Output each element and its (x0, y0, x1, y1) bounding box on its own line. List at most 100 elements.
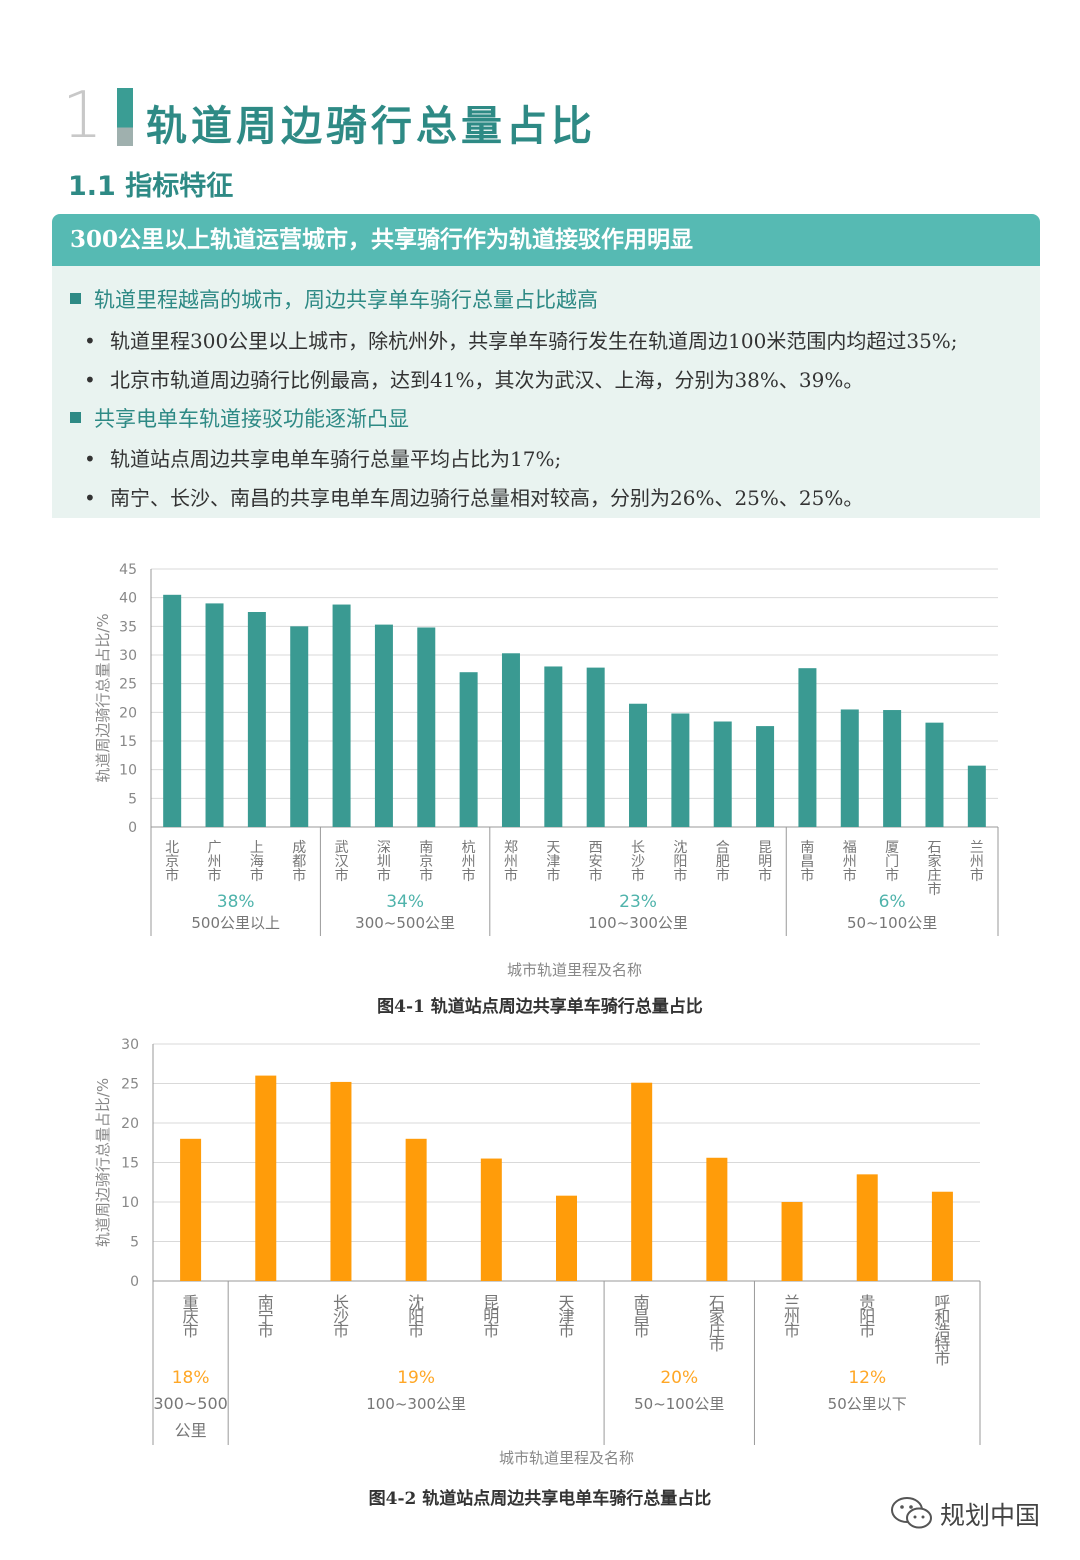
findings-box: 轨道里程越高的城市，周边共享单车骑行总量占比越高 • 轨道里程300公里以上城市，… (52, 266, 1040, 518)
chart1-bar (967, 765, 986, 827)
chart2-bar (931, 1191, 953, 1281)
chart2-group-label: 50~100公里 (634, 1395, 724, 1413)
chart1-bar (925, 722, 944, 827)
chart1-bar (840, 709, 859, 827)
finding-bullet-2: • 北京市轨道周边骑行比例最高，达到41%，其次为武汉、上海，分别为38%、39%… (84, 368, 864, 392)
chart1-category-label: 合肥市 (716, 840, 730, 884)
chart2-category-label: 呼和浩特市 (934, 1293, 950, 1368)
chart1-bar (459, 672, 478, 827)
chart2-bar (556, 1195, 577, 1281)
chart2-bar (706, 1157, 728, 1281)
chart2-category-label: 石家庄市 (709, 1293, 725, 1354)
chart1-group-label: 100~300公里 (588, 914, 688, 932)
chart1-bar (883, 710, 902, 827)
chart1-bar (247, 612, 266, 827)
chart1-y-tick: 10 (119, 763, 137, 779)
chart2-bar (631, 1082, 653, 1281)
section-subtitle: 1.1 指标特征 (68, 171, 234, 202)
chart2-y-tick: 30 (121, 1037, 139, 1053)
chart2-group-label: 300~500 公里 (153, 1394, 227, 1440)
chart1-group-label: 500公里以上 (191, 914, 280, 932)
watermark: 规划中国 (888, 1492, 1068, 1532)
chart1-y-axis-title: 轨道周边骑行总量占比/% (94, 613, 112, 782)
chart1-bar (756, 726, 775, 827)
square-bullet-icon (70, 412, 81, 423)
chart2-bar (330, 1081, 352, 1281)
finding-bullet-1: • 轨道里程300公里以上城市，除杭州外，共享单车骑行发生在轨道周边100米范围内… (84, 329, 958, 353)
chart1-y-tick: 45 (119, 562, 137, 578)
chart2-bar (180, 1138, 202, 1281)
chart1-bar (290, 626, 309, 827)
chart1-y-tick: 15 (119, 734, 137, 750)
chart2-group-pct: 12% (848, 1368, 886, 1388)
chart1-category-label: 昆明市 (758, 840, 772, 884)
chart2-category-label: 兰州市 (784, 1293, 800, 1340)
key-finding-banner: 300公里以上轨道运营城市，共享骑行作为轨道接驳作用明显 (52, 214, 1040, 266)
finding-bullet-4: • 南宁、长沙、南昌的共享电单车周边骑行总量相对较高，分别为26%、25%、25%… (84, 486, 864, 510)
chart1-y-tick: 35 (119, 619, 137, 635)
chart2-y-tick: 15 (121, 1156, 139, 1172)
chart1-group-pct: 23% (619, 892, 657, 912)
chart1-bar (205, 603, 224, 827)
chart1-group-label: 50~100公里 (847, 914, 937, 932)
chart1-category-label: 上海市 (250, 840, 264, 884)
chart2-y-tick: 25 (121, 1077, 139, 1093)
chart2-category-label: 长沙市 (333, 1293, 349, 1340)
chart1-category-label: 南京市 (419, 840, 433, 884)
chart1-category-label: 沈阳市 (673, 840, 687, 884)
chart1-category-label: 武汉市 (335, 840, 349, 884)
chart1-y-tick: 30 (119, 648, 137, 664)
square-bullet-icon (70, 293, 81, 304)
chart2-bar (856, 1174, 878, 1281)
chart1-category-label: 南昌市 (800, 840, 814, 884)
page-title: 轨道周边骑行总量占比 (146, 102, 596, 150)
finding-heading-2: 共享电单车轨道接驳功能逐渐凸显 (70, 403, 409, 433)
chart1-bar (629, 703, 648, 827)
chart1-bar (374, 624, 393, 827)
chart2-y-tick: 20 (121, 1116, 139, 1132)
chart1-category-label: 郑州市 (504, 840, 518, 884)
chart1-x-axis-title: 城市轨道里程及名称 (507, 961, 642, 979)
chart2-bar (781, 1202, 803, 1281)
finding-heading-1: 轨道里程越高的城市，周边共享单车骑行总量占比越高 (70, 284, 598, 314)
bullet-dot-icon: • (84, 447, 96, 471)
chart1-bar (417, 627, 436, 827)
chart1-y-tick: 0 (128, 820, 137, 836)
chart1-category-label: 兰州市 (970, 840, 984, 884)
chart1-bar (332, 604, 351, 827)
chart1-bar (544, 666, 563, 827)
chart2-category-label: 重庆市 (183, 1293, 199, 1340)
chart1-category-label: 厦门市 (885, 840, 899, 884)
finding-bullet-3: • 轨道站点周边共享电单车骑行总量平均占比为17%; (84, 447, 562, 471)
chart1-y-tick: 40 (119, 591, 137, 607)
chart2-group-label: 100~300公里 (366, 1395, 466, 1413)
chart2-caption: 图4-2 轨道站点周边共享电单车骑行总量占比 (368, 1489, 712, 1509)
chart1-group-label: 300~500公里 (355, 914, 455, 932)
chart2-group-pct: 19% (397, 1368, 435, 1388)
chart2-group-label: 50公里以下 (828, 1395, 907, 1413)
chart1-caption: 图4-1 轨道站点周边共享单车骑行总量占比 (377, 997, 703, 1017)
chart2-category-label: 昆明市 (483, 1293, 499, 1340)
chart2-category-label: 沈阳市 (408, 1293, 424, 1340)
chart2-category-label: 贵阳市 (859, 1293, 875, 1340)
chart1-category-label: 石家庄市 (927, 840, 941, 898)
chart1-y-tick: 20 (119, 705, 137, 721)
chart2-y-tick: 5 (130, 1235, 139, 1251)
chart2-category-label: 南宁市 (258, 1293, 274, 1340)
wechat-icon (891, 1497, 932, 1529)
chart2-category-label: 南昌市 (634, 1293, 650, 1340)
chart1-bar (713, 721, 732, 827)
chart1-bar (798, 668, 817, 827)
chart1-category-label: 福州市 (843, 840, 857, 884)
chart1-category-label: 成都市 (292, 840, 306, 884)
chart1-group-pct: 6% (879, 892, 906, 912)
chart1-y-tick: 5 (128, 791, 137, 807)
bullet-dot-icon: • (84, 368, 96, 392)
chart2-bar (405, 1138, 427, 1281)
chart1-category-label: 广州市 (208, 840, 222, 884)
chart2-y-axis-title: 轨道周边骑行总量占比/% (94, 1078, 112, 1247)
chart2-group-pct: 18% (172, 1368, 210, 1388)
chart1-category-label: 长沙市 (631, 840, 645, 884)
bullet-dot-icon: • (84, 486, 96, 510)
